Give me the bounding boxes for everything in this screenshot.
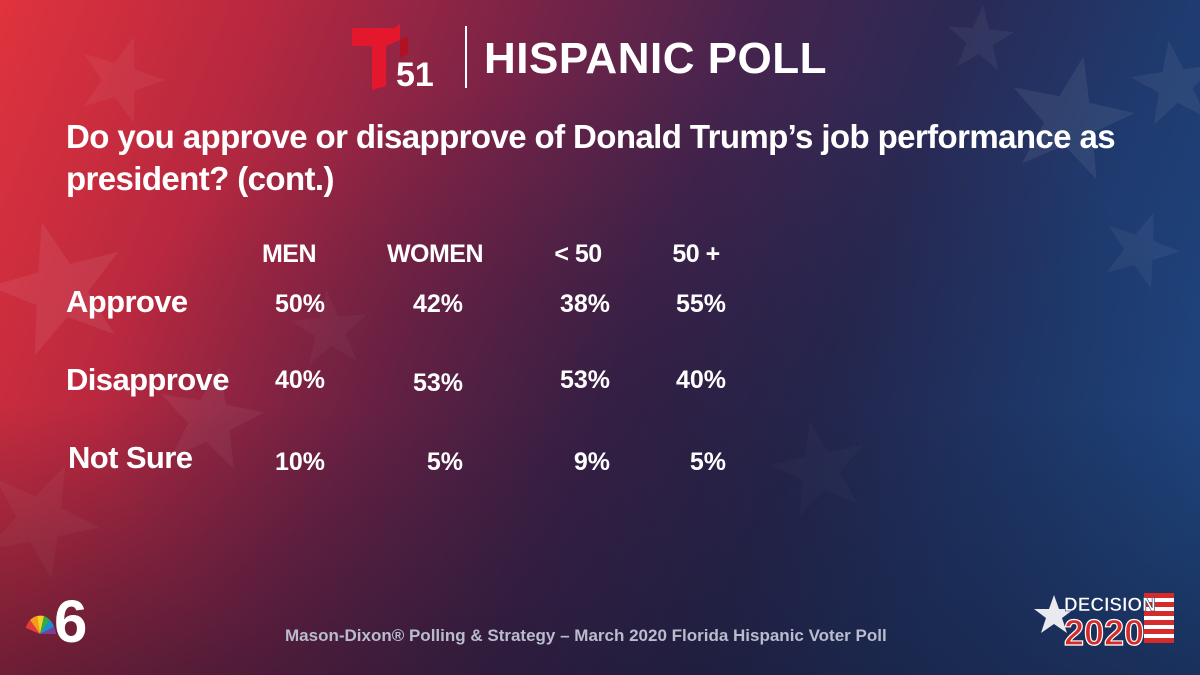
cell-not-sure-women: 5% [426,448,463,476]
logo-number: 51 [396,56,434,90]
poll-title: HISPANIC POLL [484,34,828,83]
cell-disapprove-50-plus: 40% [675,366,726,394]
decision-2020-logo: DECISION 2020 [1034,593,1174,651]
header-divider [465,26,467,88]
cell-not-sure-men: 10% [274,448,325,476]
telemundo-51-logo: 51 [352,24,434,90]
station-number: 6 [54,588,87,644]
question-text: Do you approve or disapprove of Donald T… [66,118,1116,197]
nbc-6-logo: 6 [26,588,87,644]
row-label-disapprove: Disapprove [66,362,229,397]
cell-approve-women: 42% [412,290,463,318]
column-header-women: WOMEN [386,240,484,268]
cell-approve-50-plus: 55% [675,290,726,318]
row-label-approve: Approve [66,284,188,319]
cell-disapprove-men: 40% [274,366,325,394]
column-header-50-plus: 50 + [672,240,720,268]
cell-not-sure-50-plus: 5% [689,448,726,476]
column-header-men: MEN [261,240,317,268]
cell-disapprove-under-50: 53% [559,366,610,394]
decision-year: 2020 [1064,612,1144,651]
decision-word: DECISION [1064,595,1156,616]
row-label-not-sure: Not Sure [68,440,193,475]
column-header-under-50: < 50 [554,240,602,268]
cell-approve-men: 50% [274,290,325,318]
source-credit: Mason-Dixon® Polling & Strategy – March … [285,626,887,645]
cell-disapprove-women: 53% [412,369,463,397]
cell-approve-under-50: 38% [559,290,610,318]
cell-not-sure-under-50: 9% [573,448,610,476]
